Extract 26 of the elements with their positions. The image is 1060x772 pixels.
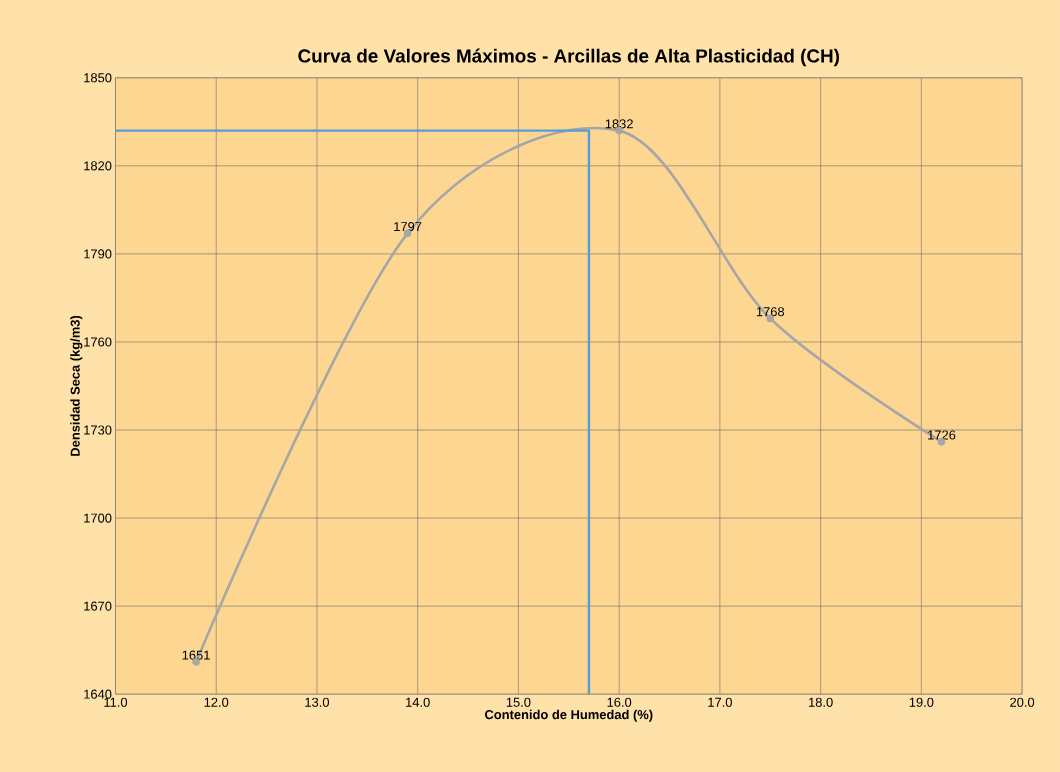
x-tick-label: 18.0	[809, 697, 833, 707]
data-label: 1651	[182, 650, 210, 660]
x-tick-label: 20.0	[1010, 697, 1035, 707]
x-axis-title: Contenido de Humedad (%)	[484, 709, 653, 722]
data-label: 1768	[756, 307, 785, 317]
x-tick-label: 12.0	[204, 697, 229, 707]
x-tick-label: 11.0	[104, 697, 128, 707]
chart-title: Curva de Valores Máximos - Arcillas de Alta Plasticidad (CH)	[298, 48, 840, 67]
y-tick-label: 1640	[84, 689, 112, 699]
y-tick-label: 1820	[84, 161, 112, 171]
y-tick-label: 1760	[84, 337, 112, 347]
x-tick-label: 14.0	[406, 697, 430, 707]
y-tick-label: 1850	[84, 73, 112, 83]
data-label: 1726	[928, 430, 956, 440]
x-tick-label: 17.0	[708, 697, 732, 707]
x-tick-label: 15.0	[506, 697, 531, 707]
y-tick-label: 1790	[84, 249, 112, 259]
x-tick-label: 16.0	[607, 697, 632, 707]
x-tick-label: 13.0	[305, 697, 330, 707]
y-tick-label: 1730	[84, 425, 112, 435]
y-tick-label: 1670	[84, 601, 112, 611]
data-label: 1832	[605, 119, 633, 129]
y-axis-title: Densidad Seca (kg/m3)	[70, 315, 83, 456]
data-label: 1797	[394, 222, 422, 232]
x-tick-label: 19.0	[909, 697, 934, 707]
y-tick-label: 1700	[84, 513, 112, 523]
